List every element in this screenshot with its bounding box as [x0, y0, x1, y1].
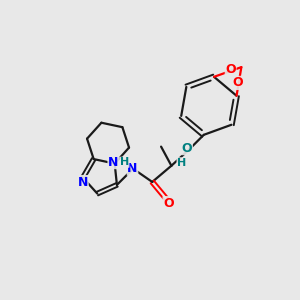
- Text: H: H: [177, 158, 186, 168]
- Text: N: N: [78, 176, 88, 189]
- Text: O: O: [182, 142, 192, 154]
- Text: N: N: [108, 156, 119, 169]
- Text: O: O: [232, 76, 243, 89]
- Text: N: N: [127, 162, 138, 175]
- Text: O: O: [225, 62, 236, 76]
- Text: O: O: [163, 196, 174, 210]
- Text: H: H: [120, 157, 129, 167]
